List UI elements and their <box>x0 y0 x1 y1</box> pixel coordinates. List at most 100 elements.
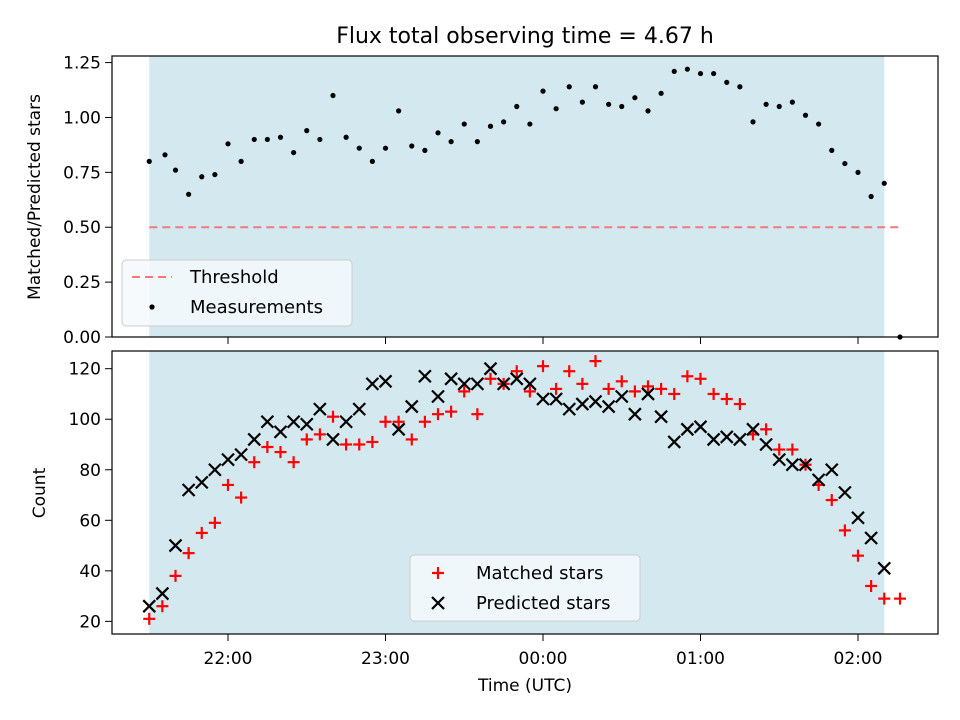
measurement-point <box>553 106 559 112</box>
predicted-marker-b <box>168 538 183 553</box>
top-x-axis-ticks <box>227 337 859 344</box>
predicted-marker-b <box>391 422 406 437</box>
x-tick-label: 02:00 <box>834 649 883 669</box>
predicted-marker-b <box>824 462 839 477</box>
chart-title: Flux total observing time = 4.67 h <box>336 24 714 49</box>
matched-star-point <box>523 385 536 398</box>
predicted-marker-b <box>536 392 550 406</box>
measurement-point <box>763 101 769 107</box>
measurement-point <box>527 121 533 127</box>
top-legend-box <box>121 259 353 327</box>
x-axis-label: Time (UTC) <box>477 676 572 696</box>
measurement-point <box>671 68 677 74</box>
predicted-star-point <box>733 432 747 447</box>
predicted-marker-b <box>194 475 209 490</box>
measurement-point <box>711 70 717 77</box>
y-tick-label: 1.00 <box>63 108 101 128</box>
predicted-star-point <box>641 387 655 401</box>
legend-predicted-label: Predicted stars <box>476 593 610 614</box>
measurement-point <box>396 108 402 114</box>
matched-star-point <box>602 382 615 395</box>
measurement-point <box>632 95 638 101</box>
matched-star-point <box>143 612 156 625</box>
matched-star-point <box>825 494 838 507</box>
measurement-point <box>356 145 362 151</box>
bottom-legend: Matched stars Predicted stars <box>409 554 641 622</box>
measurement-point <box>829 147 835 153</box>
matched-star-point <box>878 592 891 605</box>
predicted-star-point <box>313 402 327 416</box>
measurement-point <box>343 134 349 140</box>
bottom-plot-frame <box>111 350 939 635</box>
matched-star-point <box>392 415 405 428</box>
predicted-marker-b <box>654 409 668 424</box>
predicted-marker-b <box>851 510 865 525</box>
predicted-marker-b <box>339 414 353 429</box>
predicted-star-point <box>523 377 537 391</box>
measurement-point <box>514 103 520 110</box>
predicted-marker-b <box>496 377 511 391</box>
measurement-point <box>264 136 270 143</box>
predicted-star-point <box>614 389 629 404</box>
predicted-marker-b <box>208 462 222 477</box>
predicted-marker-b <box>247 432 262 447</box>
y-tick-label: 40 <box>79 562 101 582</box>
predicted-star-point <box>785 457 800 472</box>
measurement-point <box>540 88 546 94</box>
predicted-marker-b <box>798 457 813 472</box>
measurement-point <box>592 84 599 90</box>
matched-star-point <box>248 456 261 469</box>
predicted-marker-b <box>365 377 380 391</box>
predicted-star-point <box>549 392 563 406</box>
x-tick-label: 22:00 <box>204 649 253 669</box>
measurement-point <box>842 160 848 167</box>
predicted-star-point <box>824 462 839 477</box>
measurement-point <box>172 167 179 173</box>
legend-measurements-swatch <box>149 304 155 310</box>
top-y-axis-ticks: 0.00 0.25 0.50 0.75 1.00 1.25 <box>63 54 112 348</box>
measurement-point <box>330 92 336 99</box>
predicted-marker-b <box>733 432 747 447</box>
measurement-point <box>317 136 323 143</box>
predicted-marker-b <box>221 452 235 467</box>
predicted-marker-b <box>693 420 708 434</box>
predicted-marker-b <box>811 473 826 487</box>
predicted-star-point <box>234 447 248 462</box>
legend-measurements-label: Measurements <box>190 297 323 318</box>
predicted-marker-b <box>864 531 878 545</box>
predicted-marker-b <box>286 414 301 429</box>
predicted-star-point <box>575 397 590 411</box>
predicted-star-point <box>759 437 773 452</box>
predicted-star-point <box>181 483 196 497</box>
matched-star-point <box>773 443 786 456</box>
predicted-star-point <box>838 485 852 500</box>
measurement-point <box>737 84 743 90</box>
predicted-marker-b <box>418 369 432 384</box>
measurement-point <box>619 103 625 110</box>
measurement-point <box>369 158 375 164</box>
predicted-star-point <box>444 372 458 386</box>
predicted-marker-b <box>746 422 760 437</box>
measurement-point <box>435 130 441 136</box>
matched-star-point <box>589 355 602 368</box>
measurement-point <box>382 145 389 151</box>
matched-star-point <box>786 443 799 456</box>
matched-star-point <box>353 438 366 451</box>
predicted-star-point <box>339 414 353 429</box>
predicted-star-point <box>365 377 380 391</box>
measurement-point <box>162 152 168 158</box>
measurement-point <box>291 149 297 156</box>
measurement-point <box>238 158 244 164</box>
predicted-star-point <box>404 399 419 414</box>
measurement-point <box>186 191 192 197</box>
measurement-point <box>146 158 152 164</box>
predicted-marker-b <box>378 374 393 389</box>
predicted-star-point <box>391 422 406 437</box>
matched-star-point <box>287 456 300 469</box>
x-tick-label: 00:00 <box>519 649 568 669</box>
predicted-star-point <box>326 432 340 447</box>
matched-star-point <box>432 408 444 421</box>
predicted-star-point <box>772 452 787 467</box>
measurement-point <box>487 123 494 129</box>
